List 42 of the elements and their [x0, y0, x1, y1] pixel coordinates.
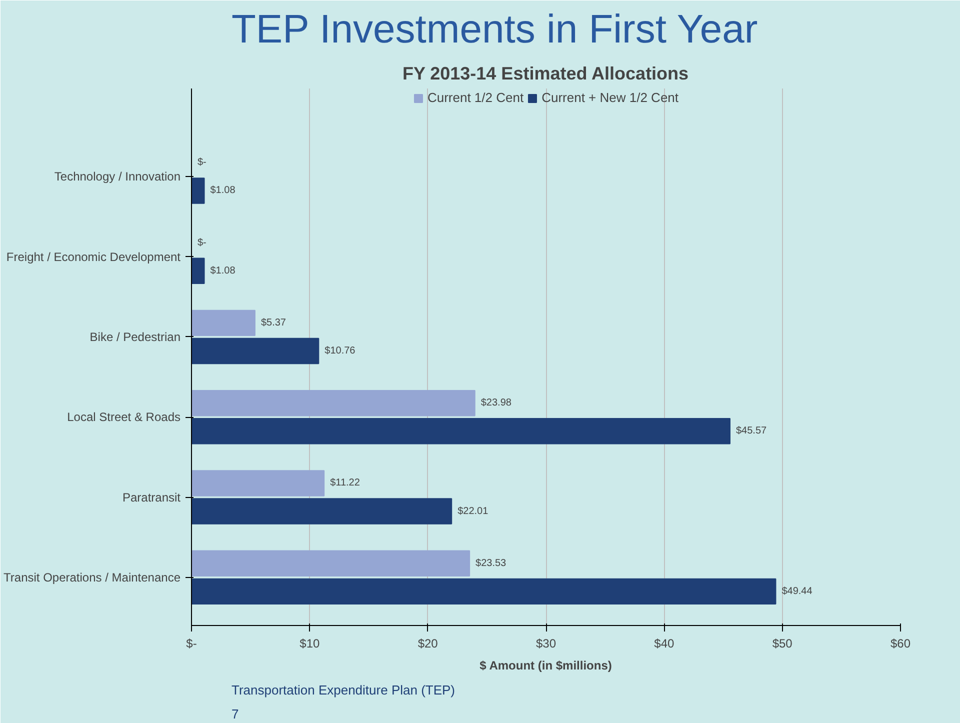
x-tick-label: $20	[418, 636, 438, 650]
x-tick-label: $50	[772, 636, 793, 650]
bar	[192, 178, 205, 204]
data-label: $5.37	[260, 317, 286, 328]
data-label: $23.98	[480, 398, 512, 409]
x-tick-label: $10	[300, 636, 320, 650]
bar	[192, 578, 776, 605]
bar	[192, 390, 476, 416]
bar	[192, 550, 470, 577]
bar	[192, 258, 205, 284]
x-tick-label: $40	[654, 636, 675, 650]
text: 7	[232, 706, 239, 722]
bar	[192, 470, 325, 496]
data-label: $22.01	[458, 506, 489, 517]
bar	[192, 498, 452, 524]
y-tick-label: Bike / Pedestrian	[90, 330, 181, 344]
data-label: $11.22	[330, 478, 360, 489]
legend-label: Current 1/2 Cent	[427, 90, 524, 105]
data-label: $45.57	[736, 426, 768, 437]
bar	[192, 418, 730, 444]
y-tick-label: Local Street & Roads	[67, 410, 181, 424]
x-axis-title: $ Amount (in $millions)	[480, 658, 612, 672]
chart-title: TEP Investments in First Year	[232, 8, 758, 52]
data-label: $1.08	[210, 265, 236, 276]
x-tick-label: $30	[536, 636, 556, 650]
text: Transportation Expenditure Plan (TEP)	[232, 682, 456, 698]
data-label: $23.53	[476, 558, 507, 569]
y-tick-label: Transit Operations / Maintenance	[4, 570, 181, 584]
x-tick-label: $60	[890, 636, 911, 650]
data-label: $1.08	[210, 185, 236, 196]
x-tick-label: $-	[186, 636, 197, 650]
data-label: $-	[198, 237, 206, 248]
y-tick-label: Paratransit	[122, 490, 182, 504]
y-tick-label: Technology / Innovation	[54, 170, 181, 184]
legend-label: Current + New 1/2 Cent	[542, 90, 679, 105]
y-tick-label: Freight / Economic Development	[6, 250, 182, 264]
bar	[192, 310, 256, 336]
bar	[192, 338, 320, 364]
data-label: $10.76	[324, 345, 356, 356]
chart-subtitle: FY 2013-14 Estimated Allocations	[402, 64, 689, 84]
data-label: $49.44	[782, 586, 813, 597]
data-label: $-	[198, 157, 206, 168]
